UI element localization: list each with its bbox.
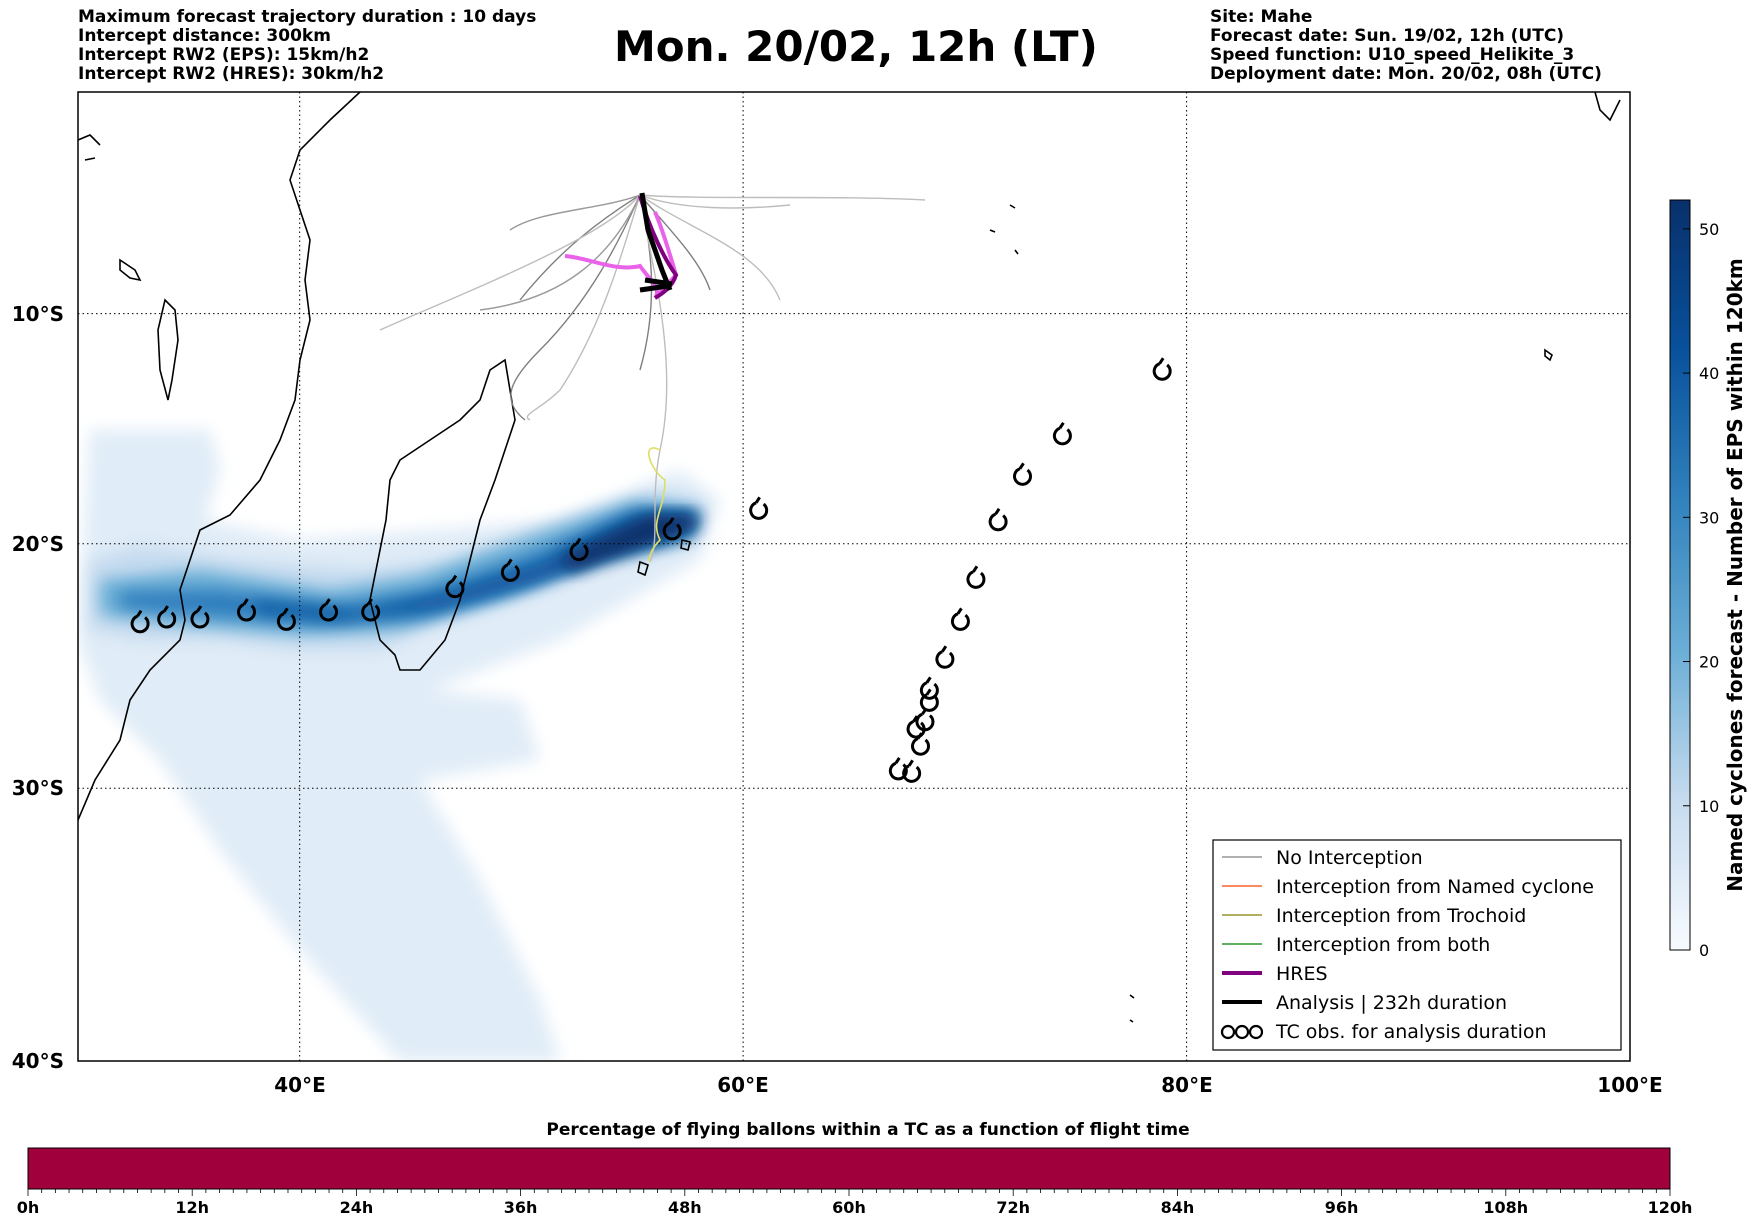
- percentage-bar-tick-label: 24h: [340, 1198, 374, 1217]
- tc-obs-marker: [902, 759, 922, 783]
- map-frame: [77, 91, 1631, 1062]
- legend-label: No Interception: [1276, 847, 1423, 869]
- lat-tick-label: 10°S: [12, 302, 64, 326]
- legend-item-analysis: Analysis | 232h duration: [1222, 992, 1507, 1014]
- header-line: Forecast date: Sun. 19/02, 12h (UTC): [1210, 26, 1565, 46]
- lat-tick-label: 30°S: [12, 776, 64, 800]
- coastlines: [78, 92, 1621, 1023]
- map-plot-area: [78, 92, 1630, 1061]
- tc-obs-marker: [662, 517, 682, 541]
- header-line: Intercept distance: 300km: [78, 26, 331, 46]
- eps-density-field: [78, 430, 720, 1061]
- tc-obs-marker: [919, 676, 939, 700]
- colorbar-tick-label: 10: [1699, 797, 1719, 816]
- header-right-info: Site: Mahe Forecast date: Sun. 19/02, 12…: [1210, 8, 1602, 84]
- colorbar-tick-label: 50: [1699, 220, 1719, 239]
- tc-obs-marker: [1152, 357, 1172, 381]
- page-title: Mon. 20/02, 12h (LT): [614, 22, 1098, 71]
- legend-label: Interception from Trochoid: [1276, 905, 1526, 927]
- tc-obs-marker: [130, 609, 150, 634]
- percentage-bar-ticks: 0h 12h 24h 36h 48h 60h 72h 84h 96h 108h 120h: [17, 1189, 1693, 1217]
- tc-obs-marker: [749, 496, 769, 520]
- percentage-bar-title: Percentage of flying ballons within a TC…: [546, 1120, 1189, 1140]
- tc-obs-marker: [319, 598, 339, 622]
- tc-obs-marker: [966, 565, 986, 589]
- percentage-bar-tick-label: 96h: [1325, 1198, 1359, 1217]
- header-line: Site: Mahe: [1210, 7, 1313, 27]
- lon-tick-label: 60°E: [717, 1073, 769, 1097]
- colorbar-tick-label: 30: [1699, 508, 1719, 527]
- percentage-bar-tick-label: 120h: [1648, 1198, 1693, 1217]
- tc-obs-marker: [1013, 462, 1032, 486]
- percentage-bar-tick-label: 48h: [668, 1198, 702, 1217]
- eps-trajectories: [379, 194, 926, 563]
- tc-obs-markers: [130, 357, 1172, 783]
- legend-item-trochoid: Interception from Trochoid: [1222, 905, 1526, 927]
- lon-tick-label: 80°E: [1161, 1073, 1213, 1097]
- legend-item-both: Interception from both: [1222, 934, 1490, 956]
- tc-obs-marker: [988, 507, 1008, 532]
- percentage-bar-tick-label: 60h: [832, 1198, 866, 1217]
- tc-obs-marker: [935, 645, 955, 669]
- percentage-bar-tick-label: 36h: [504, 1198, 538, 1217]
- header-line: Intercept RW2 (EPS): 15km/h2: [78, 45, 370, 65]
- tc-obs-marker: [1052, 421, 1072, 446]
- percentage-bar-tick-label: 0h: [17, 1198, 40, 1217]
- colorbar-ticks: 0 10 20 30 40 50: [1683, 220, 1719, 960]
- legend-item-no-interception: No Interception: [1222, 847, 1423, 869]
- legend-label: TC obs. for analysis duration: [1275, 1021, 1547, 1043]
- tc-obs-marker: [190, 605, 210, 629]
- percentage-bar-tick-label: 72h: [996, 1198, 1030, 1217]
- header-line: Maximum forecast trajectory duration : 1…: [78, 7, 537, 27]
- lon-axis-labels: 40°E 60°E 80°E 100°E: [274, 1073, 1662, 1097]
- legend-box: [1212, 839, 1622, 1051]
- tc-obs-marker: [569, 537, 589, 562]
- tc-obs-marker: [906, 715, 926, 739]
- legend-label: Analysis | 232h duration: [1276, 992, 1507, 1014]
- lat-tick-label: 40°S: [12, 1049, 64, 1073]
- cyclone-icon: [1220, 1024, 1264, 1040]
- lat-tick-label: 20°S: [12, 532, 64, 556]
- legend-label: Interception from both: [1276, 934, 1490, 956]
- legend-label: Interception from Named cyclone: [1276, 876, 1594, 898]
- legend: No Interception Interception from Named …: [1212, 839, 1622, 1051]
- tc-obs-marker: [361, 598, 381, 622]
- percentage-bar-tick-label: 12h: [175, 1198, 209, 1217]
- tc-obs-marker: [445, 574, 465, 599]
- lon-tick-label: 40°E: [274, 1073, 326, 1097]
- header-line: Deployment date: Mon. 20/02, 08h (UTC): [1210, 64, 1602, 84]
- colorbar-label: Named cyclones forecast - Number of EPS …: [1723, 258, 1747, 892]
- analysis-track: [639, 192, 673, 293]
- colorbar-tick-label: 0: [1699, 941, 1709, 960]
- colorbar-tick-label: 20: [1699, 653, 1719, 672]
- percentage-bar-fill: [27, 1147, 1671, 1190]
- legend-item-tc-obs: TC obs. for analysis duration: [1220, 1021, 1547, 1043]
- colorbar: 0 10 20 30 40 50 Named cyclones forecast - Nu…: [1669, 199, 1747, 960]
- lat-axis-labels: 10°S 20°S 30°S 40°S: [12, 302, 64, 1073]
- percentage-bar-tick-label: 84h: [1161, 1198, 1195, 1217]
- tc-obs-marker: [276, 607, 296, 631]
- header-line: Intercept RW2 (HRES): 30km/h2: [78, 64, 385, 84]
- legend-item-hres: HRES: [1222, 963, 1328, 985]
- percentage-bar: Percentage of flying ballons within a TC…: [17, 1120, 1693, 1217]
- legend-label: HRES: [1276, 963, 1328, 985]
- percentage-bar-tick-label: 108h: [1483, 1198, 1528, 1217]
- colorbar-tick-label: 40: [1699, 364, 1719, 383]
- colorbar-gradient: [1669, 199, 1691, 951]
- tc-obs-marker: [500, 558, 520, 582]
- header-line: Speed function: U10_speed_Helikite_3: [1210, 45, 1575, 65]
- tc-obs-marker: [950, 607, 970, 631]
- legend-item-named-cyclone: Interception from Named cyclone: [1222, 876, 1594, 898]
- header-left-info: Maximum forecast trajectory duration : 1…: [78, 8, 536, 84]
- tc-obs-marker: [237, 598, 256, 622]
- tc-obs-marker: [919, 688, 939, 712]
- tc-obs-marker: [157, 605, 177, 629]
- trochoid-track: [648, 447, 666, 563]
- lon-tick-label: 100°E: [1597, 1073, 1662, 1097]
